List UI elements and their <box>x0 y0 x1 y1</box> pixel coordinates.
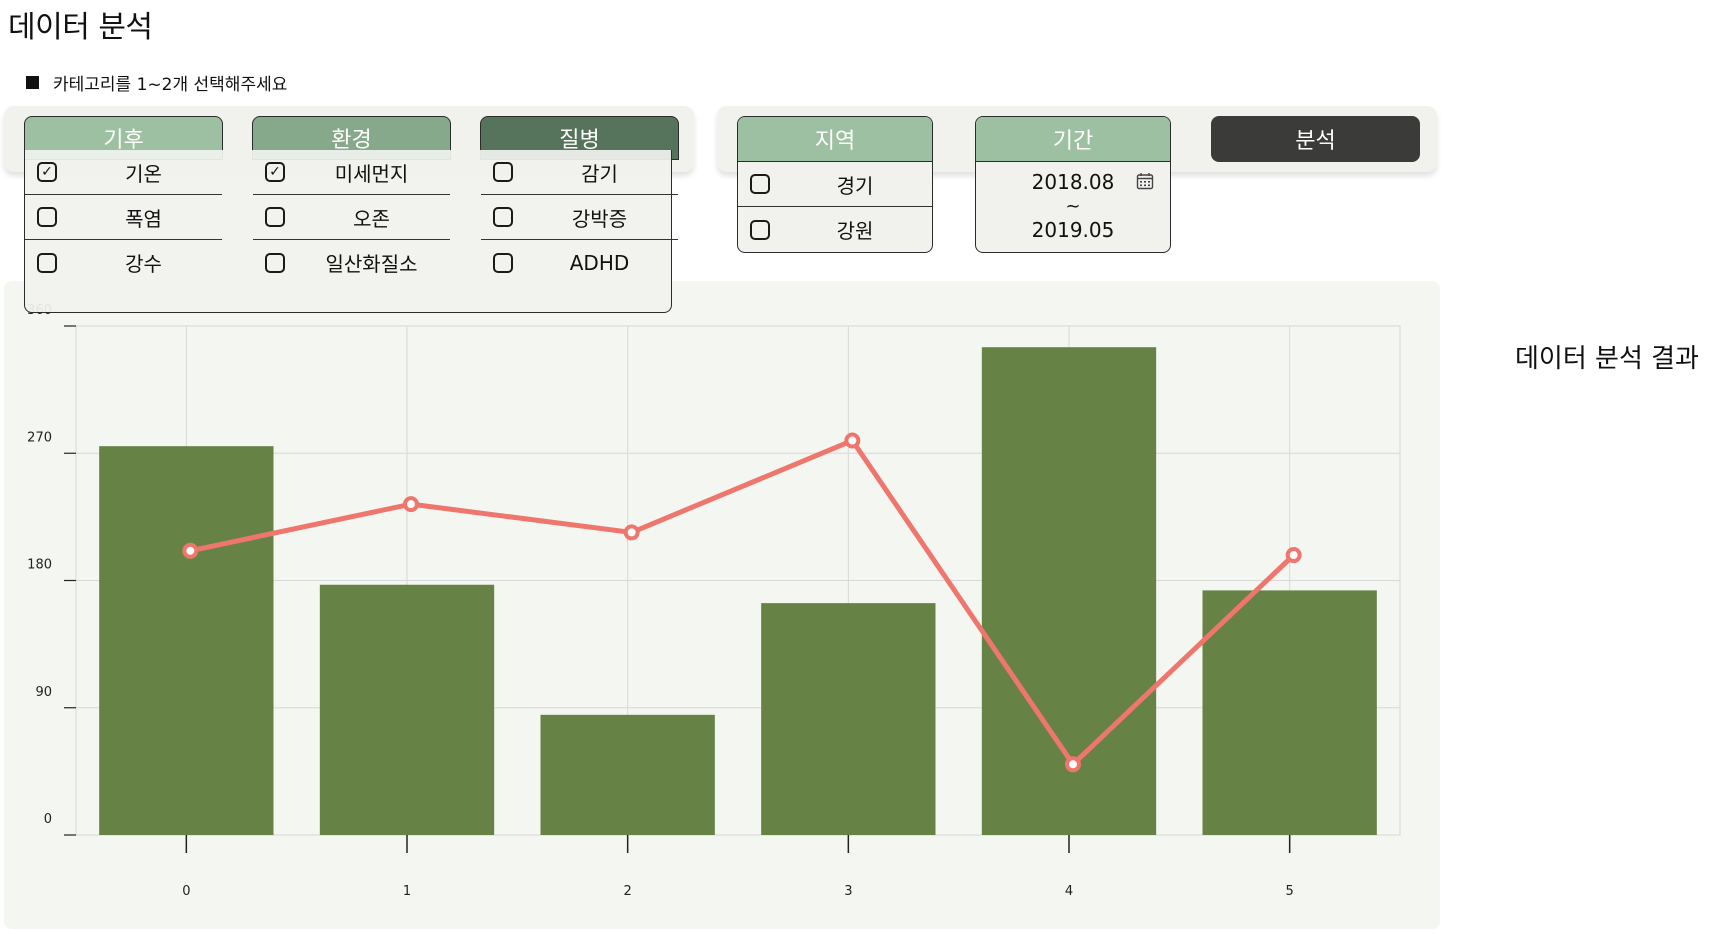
chart-card: 090180270360012345 <box>4 281 1440 929</box>
bar <box>761 603 936 835</box>
x-tick-label: 2 <box>624 884 632 899</box>
line-point <box>1285 547 1302 564</box>
line-point <box>182 542 199 559</box>
result-chart: 090180270360012345 <box>27 303 1401 899</box>
option-label: ADHD <box>569 250 630 275</box>
period-selector[interactable]: 기간 2018.08 ~ 2019.05 <box>975 116 1171 253</box>
x-tick-label: 5 <box>1286 884 1294 899</box>
option-row[interactable]: 오존 <box>253 195 450 240</box>
option-label: 일산화질소 <box>325 252 418 276</box>
option-label: 경기 <box>836 173 874 198</box>
checkbox[interactable]: ✓ <box>265 162 285 182</box>
result-label: 데이터 분석 결과 <box>1515 344 1699 374</box>
environment-options: ✓ 미세먼지 오존 일산화질소 <box>253 150 450 285</box>
tab-period[interactable]: 기간 <box>976 117 1170 162</box>
line-point <box>403 496 419 513</box>
period-separator: ~ <box>1065 196 1081 217</box>
option-row[interactable]: ✓ 미세먼지 <box>253 150 450 195</box>
checkbox[interactable] <box>750 219 770 240</box>
series-line <box>187 438 1297 767</box>
checkbox[interactable] <box>493 162 513 182</box>
page-title: 데이터 분석 <box>8 10 153 45</box>
bar <box>99 446 274 835</box>
option-row[interactable]: 폭염 <box>25 195 222 240</box>
instruction-text: 카테고리를 1~2개 선택해주세요 <box>53 75 288 95</box>
option-label: 강원 <box>836 219 874 243</box>
calendar-icon[interactable] <box>1136 172 1154 190</box>
option-row[interactable]: 강수 <box>25 240 222 285</box>
checkbox[interactable] <box>750 174 770 194</box>
y-tick-label: 180 <box>27 558 52 573</box>
square-bullet-icon <box>26 76 39 89</box>
option-row[interactable]: 감기 <box>481 150 678 195</box>
x-tick-label: 4 <box>1065 884 1073 899</box>
period-range[interactable]: 2018.08 ~ 2019.05 <box>976 162 1170 252</box>
y-tick-label: 0 <box>44 812 52 827</box>
option-label: 감기 <box>581 161 618 186</box>
option-row[interactable]: 강박증 <box>481 195 678 240</box>
checkbox[interactable] <box>265 207 285 227</box>
option-row[interactable]: 강원 <box>738 207 932 252</box>
bar <box>319 584 495 835</box>
option-label: 기온 <box>125 161 162 186</box>
region-selector: 지역 경기 강원 <box>737 116 933 253</box>
option-label: 오존 <box>353 206 390 231</box>
checkbox[interactable] <box>265 252 285 273</box>
checkbox[interactable] <box>37 207 57 227</box>
checkbox[interactable] <box>493 252 513 273</box>
x-tick-label: 3 <box>844 884 852 899</box>
option-label: 강수 <box>125 252 162 276</box>
bar <box>1202 590 1377 835</box>
checkbox[interactable] <box>493 207 513 227</box>
checkbox[interactable] <box>37 252 57 273</box>
bar <box>540 714 715 835</box>
option-label: 폭염 <box>125 206 162 231</box>
bar <box>981 347 1157 835</box>
category-dropdown: ✓ 기온 폭염 강수 ✓ 미세먼지 오존 일산화질소 감기 강박증 ADHD <box>24 150 678 313</box>
line-point <box>844 432 861 449</box>
climate-options: ✓ 기온 폭염 강수 <box>25 150 222 285</box>
instruction: 카테고리를 1~2개 선택해주세요 <box>26 70 287 95</box>
period-end: 2019.05 <box>1031 218 1115 242</box>
option-label: 강박증 <box>571 206 628 231</box>
disease-options: 감기 강박증 ADHD <box>481 150 678 285</box>
option-row[interactable]: ✓ 기온 <box>25 150 222 195</box>
line-point <box>623 524 640 541</box>
period-start: 2018.08 <box>1031 170 1115 194</box>
checkbox[interactable]: ✓ <box>37 162 57 182</box>
x-tick-label: 1 <box>403 884 411 899</box>
option-row[interactable]: ADHD <box>481 240 678 285</box>
y-tick-label: 90 <box>35 685 52 700</box>
tab-region[interactable]: 지역 <box>738 117 932 162</box>
x-tick-label: 0 <box>182 884 190 899</box>
option-row[interactable]: 경기 <box>738 162 932 207</box>
y-tick-label: 270 <box>27 430 52 445</box>
analyze-button[interactable]: 분석 <box>1211 116 1420 162</box>
option-row[interactable]: 일산화질소 <box>253 240 450 285</box>
option-label: 미세먼지 <box>334 161 409 186</box>
line-point <box>1065 756 1081 773</box>
